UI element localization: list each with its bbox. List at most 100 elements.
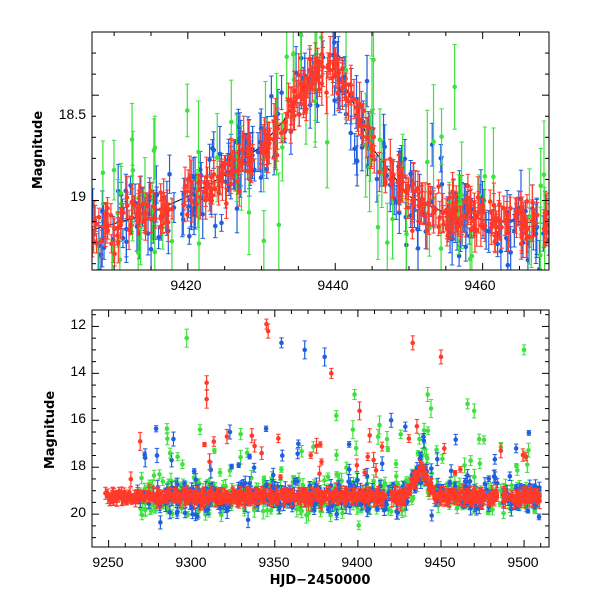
bottom-blue-point: [492, 454, 498, 465]
bottom-blue-point: [312, 501, 318, 509]
bottom-blue-point: [247, 453, 252, 460]
bottom-red-point: [338, 495, 343, 501]
bottom-green-point: [160, 476, 166, 487]
bottom-blue-point: [513, 443, 519, 454]
top-red-point: [453, 185, 459, 229]
bottom-green-point: [217, 468, 223, 477]
bottom-y-tick-label-18: 18: [70, 457, 86, 473]
top-red-point: [302, 76, 308, 109]
bottom-green-point: [375, 428, 381, 445]
bottom-blue-point: [154, 447, 160, 464]
top-x-tick-label-9440: 9440: [317, 277, 348, 293]
bottom-red-point: [116, 486, 122, 497]
bottom-green-point: [384, 430, 390, 448]
bottom-red-point: [283, 489, 289, 496]
bottom-green-point: [393, 470, 399, 482]
bottom-red-point: [441, 493, 447, 507]
bottom-outlier-red: [498, 443, 504, 459]
top-red-point: [309, 76, 315, 92]
bottom-red-point: [308, 451, 314, 459]
bottom-blue-point: [379, 456, 385, 471]
bottom-outlier-green: [425, 386, 430, 402]
bottom-red-point: [367, 428, 372, 443]
bottom-green-point: [268, 506, 274, 515]
bottom-outlier-red: [265, 323, 271, 339]
bottom-red-point: [364, 486, 370, 499]
top-red-point: [185, 207, 190, 222]
bottom-red-point: [278, 474, 283, 481]
top-green-point: [112, 323, 117, 410]
top-red-point: [389, 174, 395, 189]
top-red-point: [315, 56, 321, 81]
top-red-point: [108, 203, 114, 228]
top-red-point: [212, 181, 218, 197]
bottom-green-point: [143, 502, 148, 516]
bottom-green-point: [322, 475, 327, 486]
top-red-point: [489, 213, 495, 235]
bottom-green-point: [151, 469, 157, 482]
bottom-red-point: [261, 488, 267, 496]
bottom-x-axis-title: HJD−2450000: [270, 573, 371, 588]
top-red-point: [364, 117, 370, 159]
top-red-point: [463, 198, 468, 238]
bottom-red-point: [219, 488, 224, 504]
bottom-y-tick-label-20: 20: [70, 504, 86, 520]
bottom-red-point: [383, 493, 388, 499]
bottom-outlier-red: [204, 389, 209, 409]
top-red-point: [542, 214, 548, 246]
bottom-red-point: [398, 495, 404, 512]
top-panel: 9420 9440 9460 18.5 19 Magnitude: [31, 31, 550, 410]
top-red-point: [291, 88, 296, 131]
top-red-point: [216, 179, 221, 206]
top-green-point: [371, 32, 376, 115]
top-red-point: [307, 45, 313, 73]
top-red-point: [225, 164, 231, 186]
top-red-point: [458, 205, 463, 237]
bottom-blue-point: [403, 421, 408, 432]
top-red-point: [339, 62, 345, 102]
bottom-red-point: [278, 489, 284, 500]
bottom-outlier-red: [442, 442, 447, 454]
bottom-red-point: [154, 494, 159, 503]
bottom-outlier-green: [184, 328, 190, 348]
bottom-outlier-green: [377, 415, 382, 435]
top-red-point: [518, 228, 524, 260]
top-blue-point: [207, 143, 212, 176]
bottom-y-axis-title: Magnitude: [43, 391, 58, 470]
top-red-point: [343, 72, 349, 97]
bottom-green-point: [165, 432, 170, 446]
bottom-red-point: [317, 465, 322, 482]
bottom-green-point: [212, 447, 217, 454]
top-red-point: [487, 189, 493, 214]
bottom-green-point: [356, 520, 362, 531]
bottom-red-point: [411, 478, 416, 490]
bottom-red-point: [481, 488, 486, 506]
bottom-red-point: [438, 485, 443, 500]
bottom-red-point: [535, 488, 541, 499]
bottom-blue-point: [434, 452, 440, 467]
top-red-point: [140, 186, 146, 221]
top-red-point: [261, 145, 266, 161]
top-panel-frame: [91, 31, 550, 271]
bottom-green-point: [425, 426, 431, 436]
bottom-blue-point: [421, 433, 426, 441]
bottom-red-point: [373, 462, 379, 478]
top-green-point: [324, 96, 330, 189]
bottom-outlier-green: [521, 344, 527, 356]
bottom-red-point: [414, 418, 420, 434]
bottom-red-point: [309, 486, 315, 501]
top-red-point: [210, 186, 215, 205]
bottom-outlier-green: [167, 447, 173, 459]
top-x-tick-label-9460: 9460: [464, 277, 495, 293]
top-red-point: [240, 156, 245, 171]
bottom-blue-point: [251, 462, 257, 473]
bottom-red-point: [515, 496, 521, 506]
top-red-point: [471, 218, 477, 236]
top-red-point: [478, 203, 484, 247]
bottom-red-point: [379, 441, 385, 452]
bottom-red-point: [249, 428, 255, 444]
bottom-green-point: [393, 459, 399, 469]
top-red-point: [282, 121, 288, 139]
top-y-tick-label-19: 19: [70, 188, 86, 204]
bottom-blue-point: [365, 504, 370, 518]
